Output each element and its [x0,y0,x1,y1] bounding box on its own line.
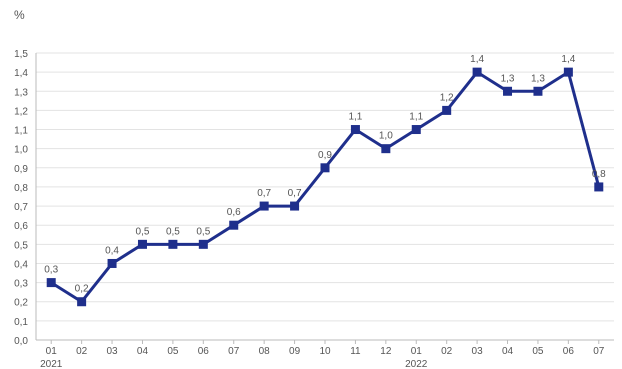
data-point-marker [137,239,147,249]
data-label: 1,0 [379,131,393,142]
year-label: 2021 [40,359,63,369]
data-label: 1,4 [561,54,575,65]
data-point-marker [503,86,513,96]
y-tick-label: 0,9 [14,164,28,175]
x-tick-label: 01 [411,346,423,357]
x-tick-label: 05 [532,346,544,357]
data-label: 1,3 [501,73,515,84]
y-tick-label: 0,4 [14,259,28,270]
data-point-marker [411,125,421,135]
data-point-marker [77,297,87,307]
data-point-marker [107,258,117,268]
data-label: 0,3 [44,265,58,276]
y-tick-label: 0,7 [14,202,28,213]
y-tick-label: 1,1 [14,126,28,137]
data-point-marker [320,163,330,173]
x-tick-label: 02 [76,346,88,357]
data-label: 0,6 [227,207,241,218]
data-label: 0,5 [166,226,180,237]
data-point-marker [350,125,360,135]
x-tick-label: 07 [228,346,240,357]
y-tick-label: 0,8 [14,183,28,194]
data-label: 0,5 [136,226,150,237]
data-label: 0,8 [592,169,606,180]
y-tick-label: 0,5 [14,240,28,251]
data-label: 0,7 [257,188,271,199]
data-label: 1,1 [348,112,362,123]
x-tick-label: 12 [380,346,392,357]
data-point-marker [168,239,178,249]
x-tick-label: 01 [46,346,58,357]
x-tick-label: 11 [350,346,361,357]
data-label: 0,4 [105,245,119,256]
y-tick-label: 0,2 [14,298,28,309]
data-point-marker [533,86,543,96]
x-tick-label: 10 [319,346,331,357]
x-tick-label: 03 [106,346,118,357]
data-point-marker [442,105,452,115]
x-tick-label: 06 [563,346,575,357]
data-point-marker [46,278,56,288]
data-label: 1,3 [531,73,545,84]
x-tick-label: 05 [167,346,179,357]
data-label: 1,1 [409,112,423,123]
data-point-marker [381,144,391,154]
data-label: 0,5 [196,226,210,237]
y-tick-label: 1,0 [14,145,28,156]
y-tick-label: 0,6 [14,221,28,232]
data-point-marker [259,201,269,211]
y-tick-label: 0,3 [14,279,28,290]
y-tick-label: 0,1 [14,317,28,328]
data-label: 0,7 [288,188,302,199]
data-point-marker [594,182,604,192]
x-tick-label: 06 [198,346,210,357]
data-label: 0,9 [318,150,332,161]
data-label: 1,4 [470,54,484,65]
x-tick-label: 03 [472,346,484,357]
y-tick-label: 0,0 [14,336,28,347]
data-point-marker [472,67,482,77]
x-tick-label: 02 [441,346,453,357]
data-label: 0,2 [75,284,89,295]
y-tick-label: 1,4 [14,68,28,79]
data-point-marker [229,220,239,230]
data-label: 1,2 [440,92,454,103]
y-tick-label: 1,3 [14,87,28,98]
year-label: 2022 [405,359,428,369]
x-tick-label: 08 [259,346,271,357]
y-tick-label: 1,5 [14,49,28,60]
x-tick-label: 04 [137,346,149,357]
x-tick-label: 04 [502,346,514,357]
y-axis-unit-label: % [14,8,25,22]
x-tick-label: 07 [593,346,605,357]
y-tick-label: 1,2 [14,106,28,117]
data-point-marker [563,67,573,77]
x-tick-label: 09 [289,346,301,357]
data-point-marker [198,239,208,249]
data-point-marker [290,201,300,211]
